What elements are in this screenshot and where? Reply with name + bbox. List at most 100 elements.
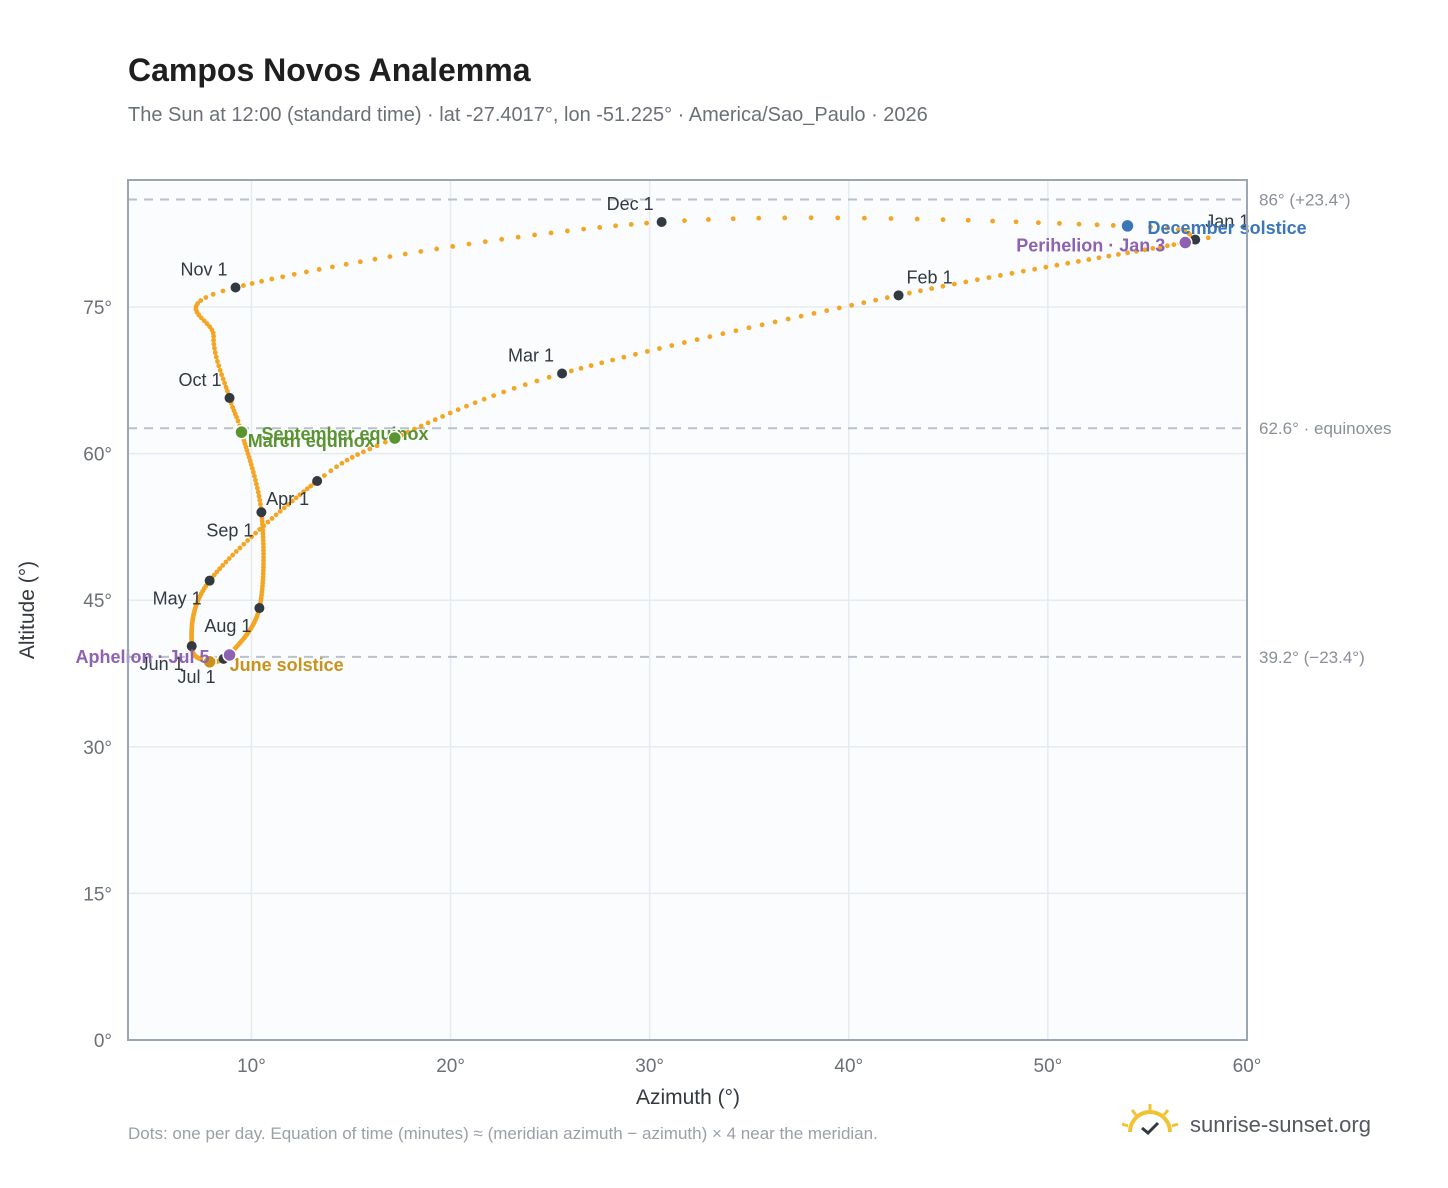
month-marker-label: Oct 1 bbox=[179, 370, 222, 390]
y-tick-label: 15° bbox=[83, 884, 112, 905]
daily-sun-dot bbox=[861, 300, 867, 306]
daily-sun-dot bbox=[273, 512, 279, 518]
daily-sun-dot bbox=[261, 551, 266, 557]
event-marker-dot bbox=[1178, 235, 1193, 250]
sun-logo-icon bbox=[1121, 1104, 1179, 1136]
daily-sun-dot bbox=[963, 279, 969, 285]
daily-sun-dot bbox=[211, 341, 217, 347]
daily-sun-dot bbox=[1164, 243, 1170, 249]
daily-sun-dot bbox=[329, 264, 335, 270]
daily-sun-dot bbox=[720, 331, 726, 337]
daily-sun-dot bbox=[522, 382, 528, 388]
daily-sun-dot bbox=[226, 556, 232, 561]
daily-sun-dot bbox=[1036, 220, 1041, 226]
daily-sun-dot bbox=[213, 354, 219, 360]
daily-sun-dot bbox=[706, 217, 711, 222]
brand-name: sunrise-sunset.org bbox=[1190, 1112, 1371, 1137]
daily-sun-dot bbox=[548, 230, 554, 236]
daily-sun-dot bbox=[261, 564, 266, 570]
month-marker-dot bbox=[312, 476, 323, 486]
daily-sun-dot bbox=[1054, 262, 1060, 268]
daily-sun-dot bbox=[291, 271, 297, 277]
daily-sun-dot bbox=[254, 481, 259, 487]
daily-sun-dot bbox=[564, 228, 570, 234]
month-marker-dot bbox=[656, 217, 667, 228]
daily-sun-dot bbox=[260, 541, 266, 547]
daily-sun-dot bbox=[1106, 253, 1112, 259]
daily-sun-dot bbox=[248, 462, 254, 467]
daily-sun-dot bbox=[249, 465, 255, 471]
daily-sun-dot bbox=[1043, 264, 1049, 270]
grid bbox=[128, 180, 1247, 1040]
daily-sun-dot bbox=[374, 443, 380, 449]
month-marker-label: Sep 1 bbox=[206, 520, 253, 540]
daily-sun-dot bbox=[261, 554, 266, 560]
daily-sun-dot bbox=[965, 217, 971, 223]
daily-sun-dot bbox=[707, 334, 713, 340]
daily-sun-dot bbox=[280, 274, 286, 280]
daily-sun-dot bbox=[360, 449, 366, 455]
event-marker-label: June solstice bbox=[230, 655, 344, 675]
daily-sun-dot bbox=[387, 254, 393, 259]
daily-sun-dot bbox=[277, 508, 283, 514]
y-tick-label: 0° bbox=[94, 1031, 112, 1052]
daily-sun-dot bbox=[588, 363, 594, 368]
daily-sun-dot bbox=[432, 417, 438, 423]
chart-subtitle: The Sun at 12:00 (standard time) · lat -… bbox=[128, 104, 928, 126]
daily-sun-dot bbox=[219, 372, 225, 378]
month-marker-label: Feb 1 bbox=[907, 267, 953, 287]
daily-sun-dot bbox=[304, 486, 310, 492]
daily-sun-dot bbox=[644, 349, 650, 354]
daily-sun-dot bbox=[212, 345, 217, 351]
daily-sun-dot bbox=[308, 483, 314, 489]
daily-sun-dot bbox=[261, 548, 266, 553]
daily-sun-dot bbox=[1164, 225, 1170, 231]
daily-sun-dot bbox=[289, 498, 295, 504]
daily-sun-dot bbox=[254, 485, 260, 491]
brand: sunrise-sunset.org bbox=[1120, 1102, 1390, 1146]
month-marker-dot bbox=[557, 368, 568, 379]
daily-sun-dot bbox=[472, 400, 478, 406]
month-marker-label: Aug 1 bbox=[204, 616, 251, 636]
daily-sun-dot bbox=[367, 446, 373, 452]
daily-sun-dot bbox=[610, 357, 616, 363]
daily-sun-dot bbox=[230, 552, 236, 558]
daily-sun-dot bbox=[621, 354, 627, 360]
daily-sun-dot bbox=[261, 544, 266, 550]
month-marker-label: May 1 bbox=[153, 589, 202, 609]
month-marker-label: Nov 1 bbox=[180, 260, 227, 280]
daily-sun-dot bbox=[657, 346, 662, 351]
daily-sun-dot bbox=[694, 337, 700, 343]
daily-sun-dot bbox=[733, 328, 739, 334]
daily-sun-dot bbox=[418, 249, 424, 254]
daily-sun-dot bbox=[237, 545, 243, 551]
daily-sun-dot bbox=[211, 337, 216, 343]
daily-sun-dot bbox=[914, 216, 920, 222]
daily-sun-dot bbox=[998, 273, 1003, 278]
daily-sun-dot bbox=[633, 351, 638, 357]
daily-sun-dot bbox=[1076, 221, 1082, 227]
daily-sun-dot bbox=[873, 297, 879, 303]
daily-sun-dot bbox=[245, 538, 251, 543]
daily-sun-dot bbox=[220, 376, 226, 382]
daily-sun-dot bbox=[940, 217, 946, 223]
daily-sun-dot bbox=[940, 283, 946, 289]
daily-sun-dot bbox=[1013, 219, 1019, 225]
daily-sun-dot bbox=[482, 239, 488, 245]
daily-sun-dot bbox=[293, 495, 299, 501]
daily-sun-dot bbox=[210, 291, 216, 297]
month-marker-label: Jun 1 bbox=[140, 654, 184, 674]
daily-sun-dot bbox=[907, 290, 912, 296]
daily-sun-dot bbox=[450, 244, 456, 249]
event-marker-label: Perihelion · Jan 3 bbox=[1016, 236, 1165, 256]
daily-sun-dot bbox=[220, 288, 226, 294]
daily-sun-dot bbox=[269, 276, 275, 282]
daily-sun-dot bbox=[532, 232, 537, 238]
daily-sun-dot bbox=[951, 281, 957, 287]
daily-sun-dot bbox=[343, 261, 349, 267]
month-marker-label: Dec 1 bbox=[607, 194, 654, 214]
daily-sun-dot bbox=[1125, 250, 1130, 256]
daily-sun-dot bbox=[328, 468, 334, 474]
event-marker-label: December solstice bbox=[1148, 218, 1307, 238]
